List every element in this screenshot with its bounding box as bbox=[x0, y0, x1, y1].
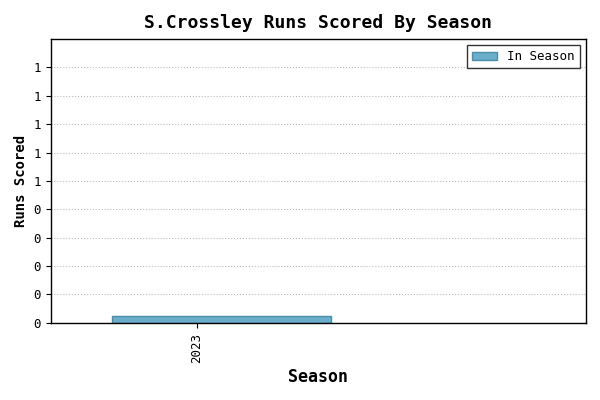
Title: S.Crossley Runs Scored By Season: S.Crossley Runs Scored By Season bbox=[145, 14, 493, 32]
Polygon shape bbox=[112, 316, 331, 323]
Y-axis label: Runs Scored: Runs Scored bbox=[14, 135, 28, 227]
Legend: In Season: In Season bbox=[467, 45, 580, 68]
X-axis label: Season: Season bbox=[289, 368, 349, 386]
